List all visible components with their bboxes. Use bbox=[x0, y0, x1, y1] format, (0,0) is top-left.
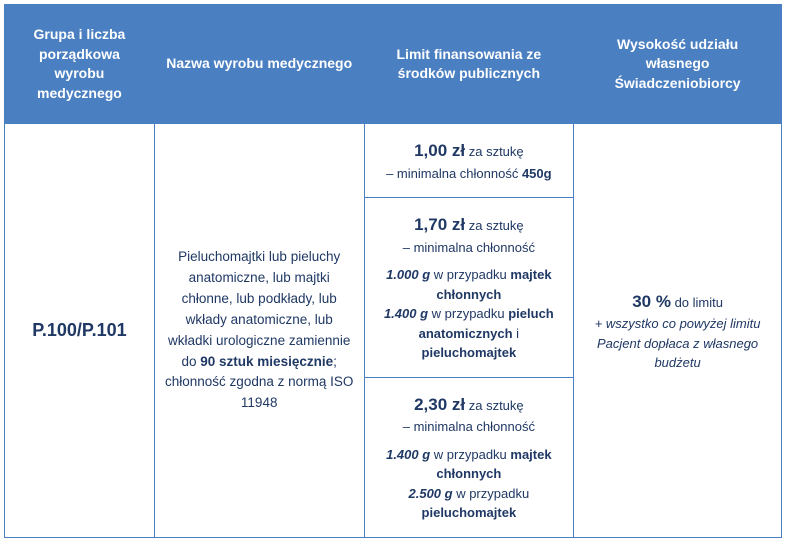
header-col1: Grupa i liczba porządkowa wyrobu medyczn… bbox=[5, 5, 155, 124]
spacer bbox=[375, 257, 564, 265]
limit-row-3: 2,30 zł za sztukę – minimalna chłonność … bbox=[365, 378, 574, 537]
limit3-per: za sztukę bbox=[465, 398, 524, 413]
limit1-absorb-label: – minimalna chłonność bbox=[386, 166, 522, 181]
limit2-per: za sztukę bbox=[465, 218, 524, 233]
limit2-line1: 1,70 zł za sztukę bbox=[375, 212, 564, 238]
limit3-line2: – minimalna chłonność bbox=[375, 417, 564, 437]
limit3-line4: 2.500 g w przypadku pieluchomajtek bbox=[375, 484, 564, 523]
limit3-line3: 1.400 g w przypadku majtek chłonnych bbox=[375, 445, 564, 484]
limit-inner: 1,00 zł za sztukę – minimalna chłonność … bbox=[365, 124, 574, 537]
product-code: P.100/P.101 bbox=[32, 320, 126, 340]
desc-bold: 90 sztuk miesięcznie bbox=[200, 354, 333, 369]
limit2-price: 1,70 zł bbox=[414, 215, 465, 234]
limit2-t1: w przypadku bbox=[430, 267, 510, 282]
limit-cell: 1,00 zł za sztukę – minimalna chłonność … bbox=[364, 124, 574, 538]
desc-text-1: Pieluchomajtki lub pieluchy anatomiczne,… bbox=[168, 249, 350, 369]
description-cell: Pieluchomajtki lub pieluchy anatomiczne,… bbox=[154, 124, 364, 538]
limit2-line4: 1.400 g w przypadku pieluch anatomicznyc… bbox=[375, 304, 564, 363]
limit3-g2: 2.500 g bbox=[409, 486, 453, 501]
limit1-per: za sztukę bbox=[465, 144, 524, 159]
own-cell: 30 % do limitu + wszystko co powyżej lim… bbox=[574, 124, 782, 538]
limit3-p2: pieluchomajtek bbox=[422, 505, 517, 520]
limit1-line2: – minimalna chłonność 450g bbox=[375, 164, 564, 184]
limit1-price: 1,00 zł bbox=[414, 141, 465, 160]
header-col3: Limit finansowania ze środków publicznyc… bbox=[364, 5, 574, 124]
body-row: P.100/P.101 Pieluchomajtki lub pieluchy … bbox=[5, 124, 782, 538]
limit3-t1: w przypadku bbox=[430, 447, 510, 462]
limit2-t2: w przypadku bbox=[428, 306, 508, 321]
limit2-line3: 1.000 g w przypadku majtek chłonnych bbox=[375, 265, 564, 304]
limit2-g1: 1.000 g bbox=[386, 267, 430, 282]
limit-row-1: 1,00 zł za sztukę – minimalna chłonność … bbox=[365, 124, 574, 198]
own-line1: 30 % do limitu bbox=[584, 289, 771, 315]
header-row: Grupa i liczba porządkowa wyrobu medyczn… bbox=[5, 5, 782, 124]
limit1-line1: 1,00 zł za sztukę bbox=[375, 138, 564, 164]
limit1-absorb-val: 450g bbox=[522, 166, 552, 181]
spacer bbox=[375, 437, 564, 445]
own-rest: do limitu bbox=[671, 295, 723, 310]
header-col4: Wysokość udziału własnego Świadczeniobio… bbox=[574, 5, 782, 124]
limit3-price: 2,30 zł bbox=[414, 395, 465, 414]
own-percent: 30 % bbox=[632, 292, 671, 311]
financing-table: Grupa i liczba porządkowa wyrobu medyczn… bbox=[4, 4, 782, 538]
header-col2: Nazwa wyrobu medycznego bbox=[154, 5, 364, 124]
limit3-line1: 2,30 zł za sztukę bbox=[375, 392, 564, 418]
limit2-p3: pieluchomajtek bbox=[422, 345, 517, 360]
limit2-g2: 1.400 g bbox=[384, 306, 428, 321]
limit3-t2: w przypadku bbox=[453, 486, 530, 501]
limit-row-2: 1,70 zł za sztukę – minimalna chłonność … bbox=[365, 198, 574, 378]
limit2-line2: – minimalna chłonność bbox=[375, 238, 564, 258]
limit2-and: i bbox=[513, 326, 520, 341]
own-note: + wszystko co powyżej limitu Pacjent dop… bbox=[584, 314, 771, 373]
limit3-g1: 1.400 g bbox=[386, 447, 430, 462]
code-cell: P.100/P.101 bbox=[5, 124, 155, 538]
